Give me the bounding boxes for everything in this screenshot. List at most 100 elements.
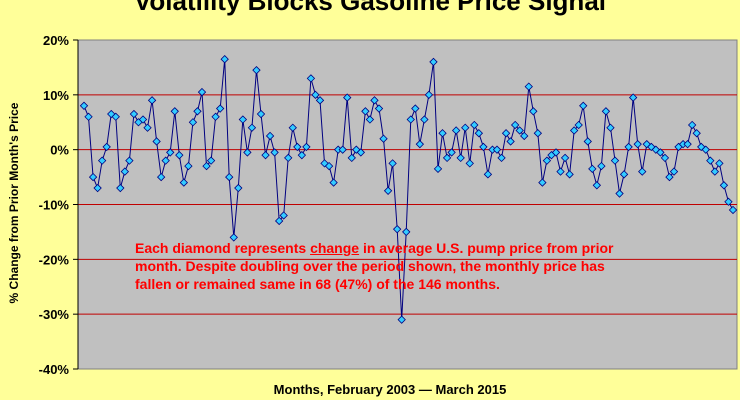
data-point: [347, 153, 356, 163]
data-point: [88, 172, 98, 182]
chart-title: Volatility Blocks Gasoline Price Signal: [133, 0, 606, 16]
data-point: [138, 115, 148, 124]
data-point: [152, 137, 161, 146]
data-point: [193, 107, 202, 116]
data-point: [492, 145, 502, 154]
data-point: [483, 170, 493, 179]
data-point: [474, 129, 484, 138]
data-point: [215, 104, 225, 113]
data-point: [361, 107, 370, 116]
data-point: [211, 112, 220, 121]
data-point: [424, 90, 434, 99]
data-point: [166, 148, 175, 157]
data-point: [406, 115, 415, 124]
data-point: [728, 205, 738, 215]
data-point: [429, 57, 438, 67]
data-point: [588, 164, 597, 174]
data-point: [397, 315, 406, 324]
data-point: [379, 134, 388, 143]
data-point: [411, 104, 420, 113]
data-point: [243, 148, 252, 157]
data-point: [279, 211, 288, 220]
data-point: [84, 112, 93, 121]
data-point: [252, 65, 261, 75]
data-point: [170, 107, 179, 116]
data-point: [161, 156, 170, 165]
data-point: [274, 216, 284, 226]
data-point: [574, 120, 583, 130]
data-point: [247, 123, 257, 132]
data-point: [370, 96, 379, 105]
data-point: [606, 123, 615, 132]
x-axis-label: Months, February 2003 — March 2015: [273, 382, 507, 397]
data-point: [120, 167, 130, 176]
data-point: [338, 145, 347, 154]
data-point: [265, 131, 275, 141]
data-point: [533, 129, 543, 138]
data-point: [93, 183, 102, 193]
data-point: [79, 101, 89, 110]
data-point: [619, 170, 629, 179]
data-point: [542, 156, 552, 165]
data-point: [229, 233, 238, 242]
data-point: [129, 109, 139, 119]
data-point: [415, 140, 425, 149]
data-point: [451, 126, 461, 135]
data-point: [143, 123, 152, 132]
data-point: [256, 109, 266, 119]
data-point: [583, 137, 592, 146]
data-point: [456, 153, 465, 163]
data-point: [592, 181, 602, 190]
data-point: [284, 153, 293, 163]
data-point: [402, 227, 411, 237]
data-point: [111, 112, 120, 121]
data-point: [383, 186, 393, 195]
y-tick-label: 10%: [43, 88, 69, 103]
data-point: [628, 93, 638, 102]
data-point: [311, 90, 320, 99]
data-point: [647, 142, 656, 152]
data-point: [692, 129, 701, 138]
annotation-emphasis: change: [310, 240, 360, 256]
data-point: [179, 178, 189, 187]
data-point: [261, 150, 270, 160]
data-point: [610, 156, 620, 165]
data-point: [687, 120, 697, 130]
data-point: [156, 172, 166, 182]
data-point: [202, 161, 211, 171]
y-axis-label: % Change from Prior Month's Price: [7, 102, 21, 304]
data-point: [433, 164, 443, 174]
data-point: [356, 148, 366, 157]
data-point: [579, 101, 588, 110]
data-point: [352, 145, 361, 154]
data-point: [665, 172, 674, 182]
data-point: [569, 126, 579, 135]
data-point: [506, 137, 515, 146]
data-point: [510, 120, 520, 130]
data-point: [479, 142, 488, 152]
data-point: [615, 189, 624, 198]
data-point: [288, 123, 297, 132]
data-point: [520, 131, 529, 141]
data-point: [206, 156, 216, 165]
data-point: [633, 140, 642, 149]
data-point: [538, 178, 547, 187]
data-point: [188, 118, 198, 127]
data-point: [238, 115, 248, 124]
data-point: [565, 170, 574, 179]
data-point: [102, 142, 111, 152]
data-point: [683, 140, 692, 149]
data-point: [497, 153, 506, 163]
y-tick-label: -40%: [39, 362, 70, 377]
data-point: [638, 167, 647, 176]
data-point: [234, 183, 243, 193]
data-point: [515, 126, 524, 135]
data-point: [669, 167, 679, 176]
data-point: [329, 178, 338, 187]
data-point: [556, 167, 565, 176]
data-point: [601, 107, 611, 116]
data-point: [270, 148, 279, 157]
data-point: [710, 167, 720, 176]
y-tick-label: -20%: [39, 252, 70, 267]
